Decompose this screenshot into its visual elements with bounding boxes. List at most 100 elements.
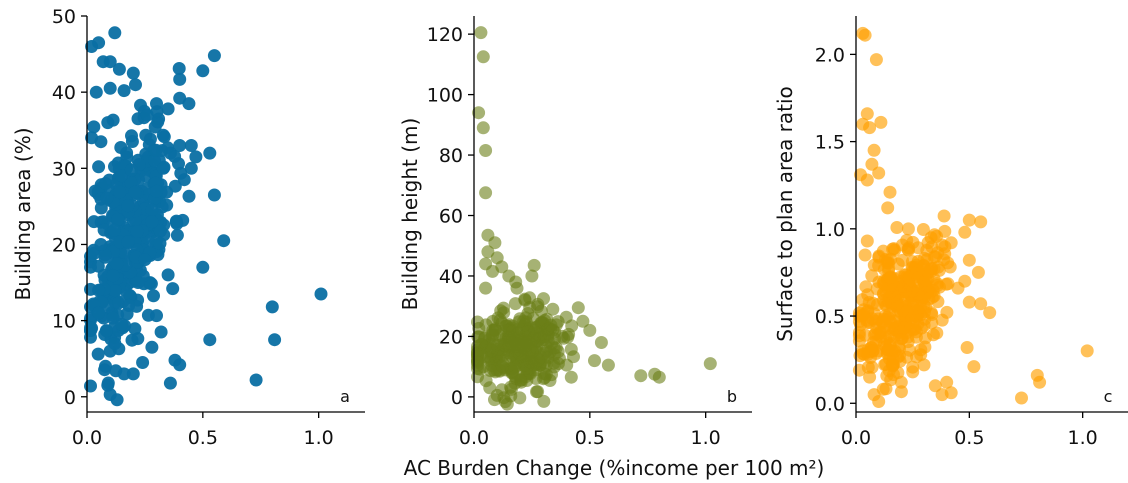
data-point xyxy=(207,49,221,63)
data-point xyxy=(860,107,874,121)
data-point xyxy=(173,358,187,372)
data-point xyxy=(203,333,217,347)
data-point xyxy=(555,329,569,343)
data-point xyxy=(476,121,490,135)
data-point xyxy=(472,106,486,120)
data-point xyxy=(124,175,138,189)
data-point xyxy=(112,62,126,76)
data-point xyxy=(935,313,949,327)
data-point xyxy=(565,319,579,333)
data-point xyxy=(182,97,196,111)
data-point xyxy=(495,260,509,274)
data-point xyxy=(196,260,210,274)
y-tick-label: 0 xyxy=(64,387,76,409)
y-tick-label: 50 xyxy=(52,6,76,28)
data-point xyxy=(92,306,106,320)
data-point xyxy=(131,276,145,289)
data-point xyxy=(546,302,560,316)
data-point xyxy=(588,354,601,368)
y-tick-label: 40 xyxy=(439,266,463,288)
y-tick-label: 80 xyxy=(439,145,463,167)
data-point xyxy=(962,213,976,227)
data-point xyxy=(495,359,509,373)
data-point xyxy=(523,355,537,369)
data-point xyxy=(875,326,889,339)
data-point xyxy=(490,388,504,402)
data-point xyxy=(101,378,115,392)
data-point xyxy=(894,375,908,389)
data-point xyxy=(1015,391,1028,405)
data-point xyxy=(140,108,154,122)
data-point xyxy=(149,143,163,157)
data-point xyxy=(862,296,876,309)
data-point xyxy=(479,281,493,295)
data-point xyxy=(156,161,170,175)
data-point xyxy=(474,348,488,362)
data-point xyxy=(509,275,523,289)
data-point xyxy=(91,347,105,361)
data-point xyxy=(860,234,874,248)
shared-x-axis-title: AC Burden Change (%income per 100 m²) xyxy=(404,456,825,480)
data-point xyxy=(703,357,717,371)
panel-c: 0.0 0.5 1.0 1.5 2.0 0.0 0.5 1.0 Surface to plan … xyxy=(773,16,1128,449)
data-point xyxy=(881,201,895,215)
data-point xyxy=(856,344,870,358)
data-point xyxy=(902,243,915,257)
data-point xyxy=(113,185,127,199)
data-point xyxy=(906,365,920,379)
y-tick-label: 0.0 xyxy=(815,393,845,415)
data-point xyxy=(172,62,186,75)
data-point xyxy=(900,270,914,284)
data-point xyxy=(941,256,955,270)
data-point xyxy=(89,85,103,99)
x-tick-label: 1.0 xyxy=(1068,427,1098,449)
data-point xyxy=(876,382,890,396)
data-point xyxy=(488,236,502,250)
data-point xyxy=(122,298,136,312)
data-point xyxy=(145,215,159,229)
data-point xyxy=(99,177,112,190)
data-point xyxy=(601,358,615,372)
data-point xyxy=(860,173,874,187)
data-point xyxy=(877,262,891,276)
panel-letter: a xyxy=(340,387,350,406)
data-point xyxy=(872,275,886,289)
x-tick-label: 0.0 xyxy=(72,427,102,449)
data-point xyxy=(168,179,182,193)
data-point xyxy=(136,356,150,369)
data-point xyxy=(128,322,142,336)
data-point xyxy=(967,360,981,374)
y-tick-label: 60 xyxy=(439,206,463,228)
data-point xyxy=(98,248,112,262)
data-point xyxy=(145,203,159,217)
data-point xyxy=(156,128,170,142)
data-point xyxy=(117,84,131,98)
data-point xyxy=(485,327,499,341)
data-point xyxy=(513,373,527,387)
data-point xyxy=(169,214,183,228)
data-point xyxy=(99,359,112,373)
data-point xyxy=(865,157,879,171)
data-point xyxy=(928,379,942,393)
data-point xyxy=(115,317,129,331)
y-axis-title: Building height (m) xyxy=(398,118,422,311)
data-point xyxy=(108,26,122,40)
y-tick-label: 0 xyxy=(451,387,463,409)
data-point xyxy=(153,236,167,250)
data-point xyxy=(138,253,152,267)
x-tick-label: 0.5 xyxy=(188,427,218,449)
data-point xyxy=(101,116,115,130)
data-point xyxy=(92,36,106,50)
data-point xyxy=(123,288,137,302)
data-point xyxy=(124,163,138,177)
data-point xyxy=(99,324,113,338)
data-point xyxy=(935,388,949,402)
data-point xyxy=(887,314,901,328)
data-point xyxy=(512,315,526,329)
data-point xyxy=(481,245,495,259)
x-tick-label: 0.5 xyxy=(575,427,605,449)
data-point xyxy=(118,246,132,260)
data-point xyxy=(931,246,945,260)
data-point xyxy=(525,269,539,283)
